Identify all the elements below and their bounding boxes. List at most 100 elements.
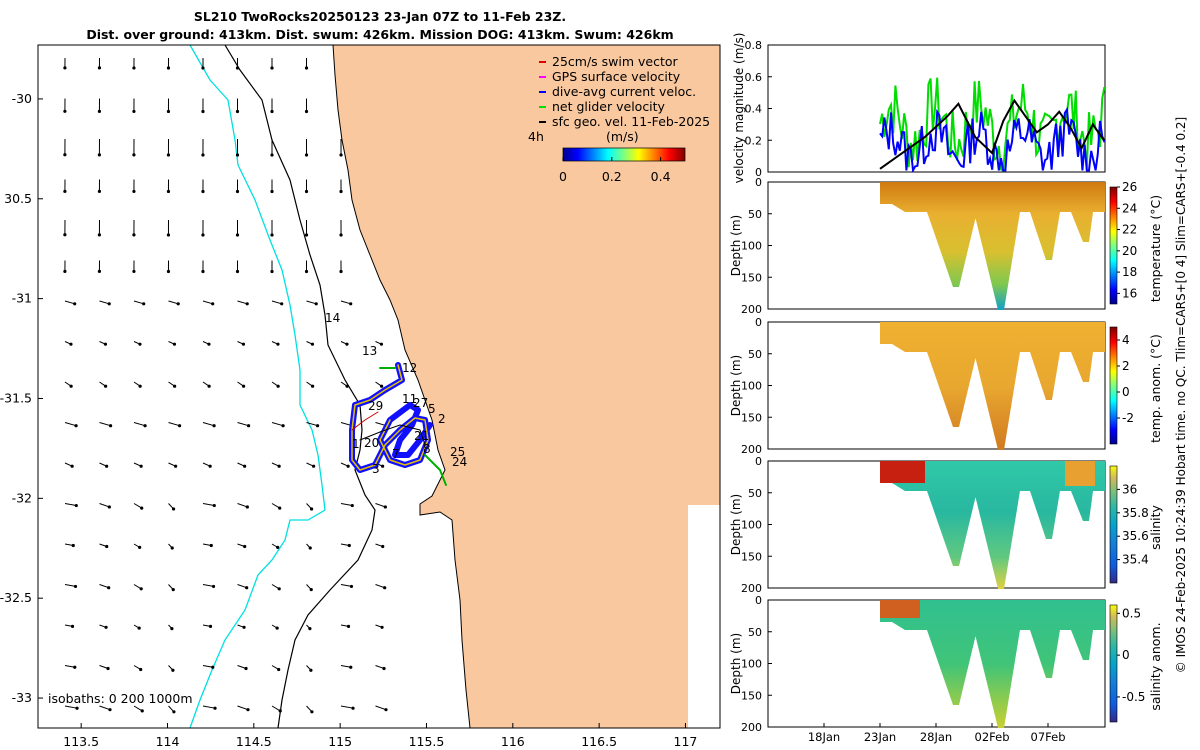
current-vector bbox=[340, 300, 351, 305]
dive-number-label: 27 bbox=[413, 396, 428, 410]
current-vector-head bbox=[107, 302, 111, 306]
velocity-ytick-label: 0 bbox=[755, 166, 762, 179]
current-vector-head bbox=[104, 384, 108, 388]
current-vector-head bbox=[97, 66, 102, 70]
current-vector bbox=[340, 665, 351, 668]
current-vector-head bbox=[97, 233, 102, 237]
current-vector-head bbox=[143, 424, 147, 428]
current-vector-head bbox=[304, 269, 309, 274]
current-vector-head bbox=[63, 109, 67, 113]
current-vector-head bbox=[201, 233, 205, 237]
current-vector-head bbox=[308, 627, 312, 631]
current-vector-head bbox=[170, 627, 174, 631]
colorbar-tick-label: 22 bbox=[1122, 223, 1137, 237]
current-vector bbox=[99, 584, 109, 589]
land-area bbox=[333, 45, 720, 728]
current-vector-head bbox=[380, 625, 384, 629]
current-vector-head bbox=[201, 189, 205, 194]
dive-number-label: 8 bbox=[423, 442, 431, 456]
depth-ylabel: Depth (m) bbox=[729, 494, 743, 555]
current-vector bbox=[340, 584, 352, 587]
section-panel: 0 50 100 150 200 Depth (m) -0.5 0 0.5 salinity an… bbox=[729, 594, 1163, 734]
current-vector-head bbox=[63, 189, 67, 193]
current-vector-head bbox=[166, 66, 171, 70]
current-vector bbox=[237, 422, 249, 427]
map-ytick-label: -32.5 bbox=[0, 590, 32, 605]
current-vector-head bbox=[140, 506, 144, 510]
current-vector-head bbox=[270, 189, 274, 194]
current-vector-head bbox=[381, 464, 385, 468]
colorbar-tick-label: 0.4 bbox=[651, 169, 671, 184]
current-vector bbox=[271, 300, 282, 305]
chart-title-line1: SL210 TwoRocks20250123 23-Jan 07Z to 11-… bbox=[193, 9, 567, 24]
current-vector bbox=[99, 705, 111, 711]
dive-number-label: 25 bbox=[450, 445, 465, 459]
depth-tick-label: 150 bbox=[741, 271, 762, 284]
current-vector-head bbox=[74, 503, 78, 508]
map-ytick-label: -31 bbox=[12, 291, 32, 306]
current-vector-head bbox=[105, 544, 109, 549]
chart-title-line2: Dist. over ground: 413km. Dist. swum: 42… bbox=[86, 27, 674, 42]
current-vector bbox=[271, 422, 284, 427]
current-vector bbox=[202, 422, 215, 427]
current-vector-head bbox=[71, 543, 75, 548]
current-vector-head bbox=[235, 269, 240, 274]
current-vector-head bbox=[137, 626, 141, 630]
current-vector bbox=[375, 705, 387, 711]
current-vector-head bbox=[345, 342, 349, 346]
current-vector bbox=[237, 584, 247, 589]
current-vector bbox=[202, 300, 213, 305]
current-vector-head bbox=[304, 109, 309, 114]
legend-label: net glider velocity bbox=[552, 99, 666, 114]
current-vector bbox=[202, 584, 214, 587]
current-vector bbox=[64, 422, 77, 427]
depth-tick-label: 50 bbox=[748, 208, 762, 221]
current-vector-head bbox=[107, 586, 111, 590]
current-vector-head bbox=[275, 626, 279, 630]
current-vector-head bbox=[244, 666, 248, 671]
velocity-ytick-label: 0.8 bbox=[745, 39, 763, 52]
dive-number-label: 21 bbox=[414, 429, 429, 443]
current-vector-head bbox=[339, 189, 343, 194]
speed-colorbar bbox=[562, 147, 686, 162]
current-vector-head bbox=[346, 624, 351, 628]
current-vector-head bbox=[277, 464, 281, 468]
current-vector-head bbox=[173, 384, 177, 388]
current-vector-head bbox=[63, 269, 67, 273]
time-tick-label: 18Jan bbox=[808, 730, 840, 744]
current-vector-head bbox=[212, 503, 216, 508]
depth-ylabel: Depth (m) bbox=[729, 633, 743, 694]
current-vector-head bbox=[309, 507, 314, 511]
current-vector-head bbox=[63, 66, 67, 70]
sfc-geo-vel-line bbox=[879, 98, 1105, 170]
current-vector bbox=[375, 503, 386, 508]
colorbar-tick-label: 20 bbox=[1122, 244, 1137, 258]
current-vector-head bbox=[309, 668, 313, 672]
current-vector bbox=[202, 503, 215, 507]
velocity-ytick-label: 0.2 bbox=[745, 134, 763, 147]
current-vector-head bbox=[132, 66, 136, 70]
current-vector bbox=[64, 665, 75, 668]
current-vector-head bbox=[208, 624, 213, 628]
current-vector-head bbox=[245, 586, 249, 590]
colorbar-tick-label: 24 bbox=[1122, 201, 1137, 215]
map-xtick-label: 114.5 bbox=[236, 734, 272, 749]
dive-number-label: 5 bbox=[428, 402, 436, 416]
current-vector-head bbox=[245, 505, 249, 509]
current-vector bbox=[64, 705, 78, 709]
current-vector-head bbox=[235, 66, 240, 70]
current-vector-head bbox=[138, 342, 142, 346]
current-vector-head bbox=[63, 233, 67, 237]
time-tick-label: 23Jan bbox=[864, 730, 896, 744]
depth-tick-label: 200 bbox=[741, 721, 762, 734]
current-vector-head bbox=[211, 302, 215, 306]
current-vector-head bbox=[310, 342, 315, 346]
current-vector-head bbox=[97, 153, 101, 157]
legend-label: sfc geo. vel. 11-Feb-2025 bbox=[552, 114, 710, 129]
current-vector bbox=[168, 422, 180, 427]
map-xtick-label: 115.5 bbox=[409, 734, 445, 749]
current-vector-head bbox=[63, 153, 67, 157]
depth-tick-label: 100 bbox=[741, 519, 762, 532]
current-vector bbox=[375, 584, 385, 589]
current-vector-head bbox=[201, 153, 205, 157]
